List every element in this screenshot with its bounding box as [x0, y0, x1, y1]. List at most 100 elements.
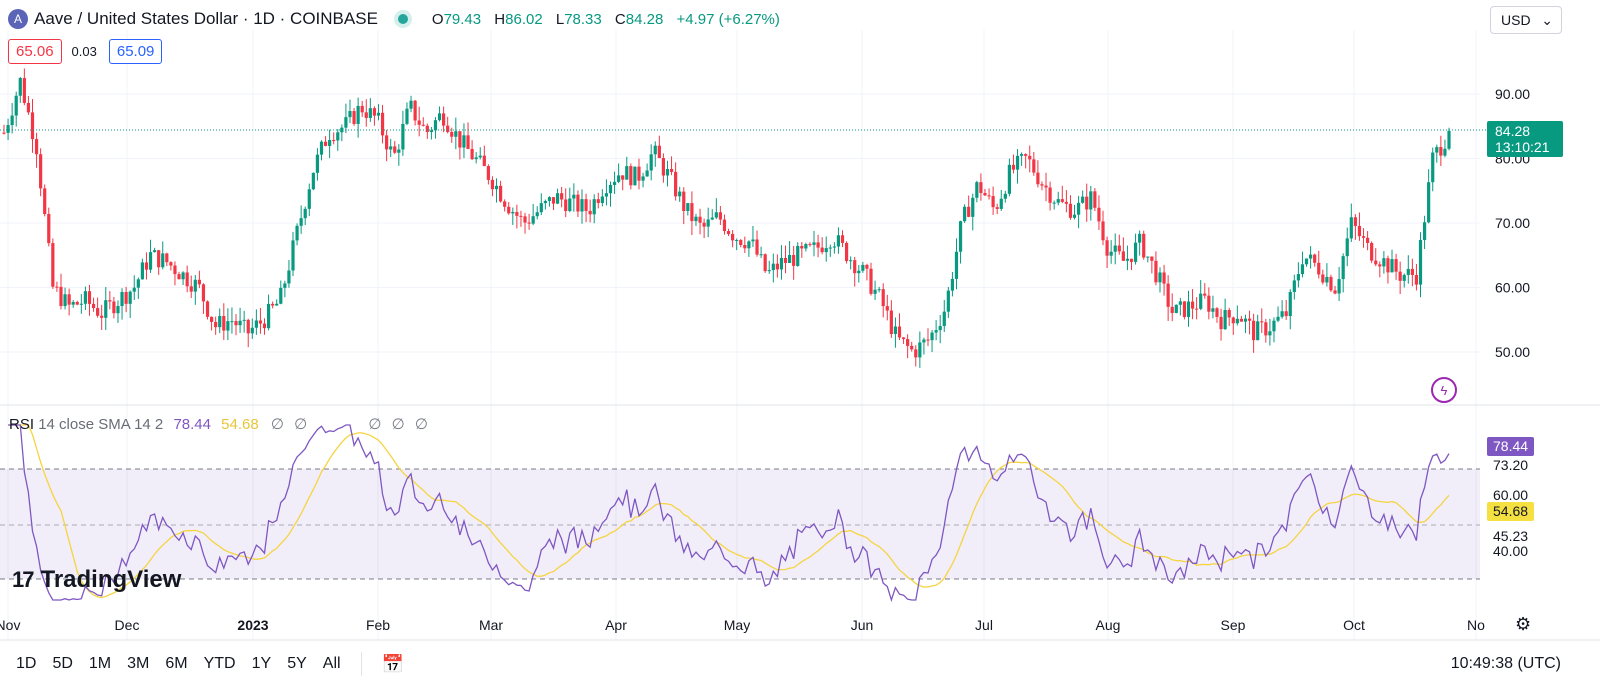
candle-body: [1158, 272, 1162, 283]
rsi-header[interactable]: RSI 14 close SMA 14 2 78.44 54.68 ∅ ∅ ∅ …: [9, 415, 431, 433]
candle-body: [153, 250, 157, 253]
candle-body: [22, 78, 26, 103]
candle-body: [897, 326, 902, 338]
candle-body: [1239, 318, 1244, 322]
symbol-title[interactable]: Aave / United States Dollar · 1D · COINB…: [34, 9, 378, 28]
candle-body: [226, 321, 230, 331]
utc-clock[interactable]: 10:49:38 (UTC): [1450, 655, 1561, 672]
candle-body: [551, 197, 556, 204]
rsi-line: [8, 424, 1450, 603]
tradingview-watermark: 17 TradingView: [12, 566, 181, 594]
candle-body: [1365, 237, 1370, 243]
candle-body: [665, 169, 670, 176]
rsi-sma-line: [8, 424, 1450, 599]
candle-body: [706, 219, 710, 227]
candle-body: [832, 246, 836, 248]
tf-ytd[interactable]: YTD: [203, 655, 236, 672]
x-tick-label: Dec: [115, 617, 140, 633]
calendar-range-icon[interactable]: 📅: [381, 653, 404, 674]
candle-body: [1264, 322, 1268, 336]
symbol-header[interactable]: A Aave / United States Dollar · 1D · COI…: [8, 6, 789, 32]
candle-body: [112, 301, 116, 314]
candle-body: [1113, 245, 1117, 252]
candle-body: [1296, 274, 1300, 281]
candle-body: [527, 222, 531, 224]
last-price-label: 84.28 13:10:21: [1487, 121, 1563, 157]
candle-body: [238, 320, 242, 326]
tf-all[interactable]: All: [322, 655, 341, 672]
candle-body: [885, 306, 889, 311]
tf-1d[interactable]: 1D: [16, 655, 37, 672]
candle-body: [1410, 268, 1414, 276]
candle-body: [1439, 147, 1443, 156]
sell-button[interactable]: 65.06: [8, 39, 62, 64]
candle-body: [771, 263, 775, 271]
x-tick-label: Jun: [851, 617, 874, 633]
candle-body: [124, 292, 128, 304]
tf-1y[interactable]: 1Y: [251, 655, 272, 672]
candle-series: [2, 68, 1451, 368]
candle-body: [608, 184, 613, 194]
tf-5d[interactable]: 5D: [52, 655, 73, 672]
candle-body: [498, 185, 503, 202]
candle-body: [323, 141, 328, 146]
candle-body: [1333, 290, 1337, 294]
candle-body: [393, 146, 397, 153]
candle-body: [1052, 202, 1056, 204]
candle-body: [979, 182, 983, 193]
candle-body: [604, 193, 609, 197]
tf-1m[interactable]: 1M: [88, 655, 112, 672]
candle-body: [722, 219, 727, 232]
candle-body: [214, 321, 218, 328]
candle-body: [1317, 262, 1321, 275]
tf-3m[interactable]: 3M: [127, 655, 150, 672]
candle-body: [503, 201, 507, 207]
candle-body: [629, 166, 633, 186]
candle-body: [963, 206, 967, 222]
candle-body: [1028, 155, 1032, 160]
candle-body: [926, 339, 930, 341]
candle-body: [83, 291, 88, 304]
timeframe-bar: 1D 5D 1M 3M 6M YTD 1Y 5Y All 📅: [8, 648, 412, 680]
y-tick-label: 70.00: [1495, 215, 1530, 231]
candle-body: [458, 131, 462, 148]
buy-button[interactable]: 65.09: [108, 39, 163, 64]
candle-body: [185, 272, 189, 287]
candle-body: [1178, 301, 1182, 305]
candle-body: [1427, 182, 1431, 223]
candle-body: [836, 235, 841, 247]
candle-body: [1374, 260, 1378, 265]
candle-body: [177, 274, 181, 280]
candle-body: [743, 245, 747, 249]
candle-body: [942, 311, 946, 327]
candle-body: [222, 315, 226, 331]
candle-body: [75, 302, 79, 305]
candle-body: [79, 303, 83, 305]
candle-body: [763, 254, 767, 272]
trade-buttons: 65.06 0.03 65.09: [8, 39, 163, 64]
rsi-value: 78.44: [173, 416, 211, 433]
candle-body: [332, 140, 336, 142]
market-status-icon: [397, 14, 408, 24]
candle-body: [535, 212, 539, 217]
candle-body: [1072, 214, 1077, 218]
candle-body: [987, 195, 991, 197]
candle-body: [714, 212, 718, 218]
tf-5y[interactable]: 5Y: [287, 655, 307, 672]
candle-body: [1040, 184, 1044, 186]
candle-body: [792, 254, 796, 266]
candle-body: [1284, 311, 1288, 317]
tf-6m[interactable]: 6M: [165, 655, 188, 672]
rsi-upper-axis-label: 73.20: [1493, 457, 1529, 473]
candle-body: [10, 115, 14, 126]
candle-body: [893, 326, 898, 334]
lightning-icon[interactable]: ϟ: [1431, 377, 1457, 403]
candle-body: [14, 95, 18, 116]
candle-body: [352, 111, 356, 124]
currency-select[interactable]: USD ⌄: [1490, 6, 1562, 34]
gear-icon[interactable]: ⚙: [1515, 614, 1532, 634]
candle-body: [307, 189, 311, 209]
candle-body: [437, 113, 442, 121]
candle-body: [1032, 159, 1036, 173]
